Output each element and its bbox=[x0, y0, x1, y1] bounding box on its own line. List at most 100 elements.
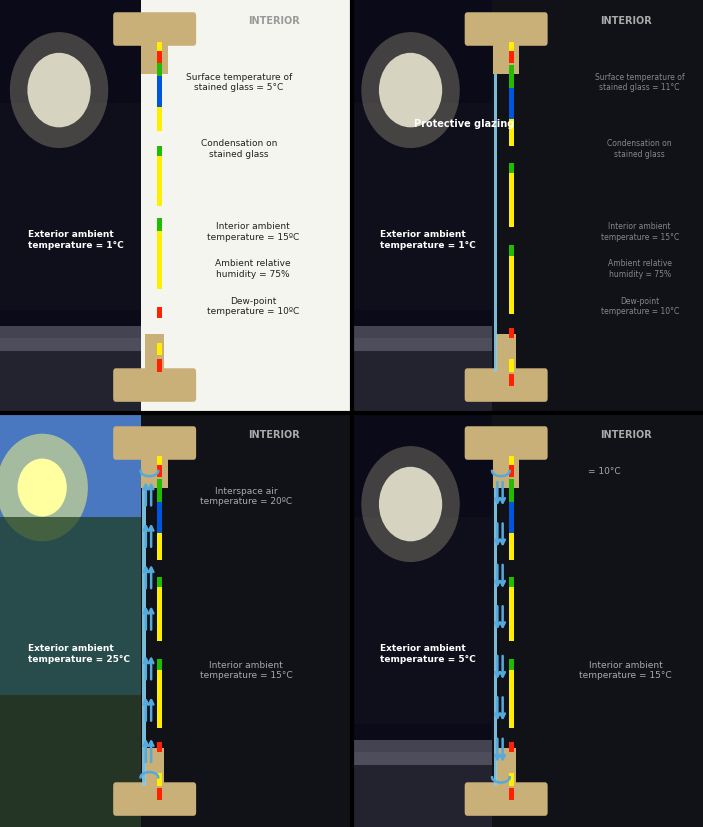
Bar bbox=[352, 339, 520, 414]
Bar bbox=[352, 740, 520, 765]
Bar bbox=[157, 77, 162, 108]
Bar bbox=[509, 174, 513, 227]
FancyBboxPatch shape bbox=[113, 369, 196, 403]
Text: Surface temperature of
stained glass = 11°C: Surface temperature of stained glass = 1… bbox=[595, 73, 685, 93]
Bar bbox=[496, 335, 516, 372]
Text: Ambient relative
humidity = 75%: Ambient relative humidity = 75% bbox=[607, 259, 672, 279]
Text: Interior ambient
temperature = 15°C: Interior ambient temperature = 15°C bbox=[600, 222, 679, 241]
Bar bbox=[509, 787, 513, 801]
Bar bbox=[494, 488, 498, 786]
Bar bbox=[494, 74, 498, 372]
FancyBboxPatch shape bbox=[465, 369, 548, 403]
Bar bbox=[496, 748, 516, 786]
FancyBboxPatch shape bbox=[465, 13, 548, 47]
Bar bbox=[493, 455, 520, 488]
FancyBboxPatch shape bbox=[465, 782, 548, 815]
Bar bbox=[492, 414, 703, 827]
Bar bbox=[145, 748, 165, 786]
Bar bbox=[157, 108, 162, 132]
Bar bbox=[157, 465, 162, 478]
Bar bbox=[157, 232, 162, 289]
Bar bbox=[509, 164, 513, 174]
Bar bbox=[509, 246, 513, 256]
Bar bbox=[352, 0, 520, 414]
Bar bbox=[509, 374, 513, 386]
Text: Interior ambient
temperature = 15ºC: Interior ambient temperature = 15ºC bbox=[207, 222, 299, 241]
Bar bbox=[509, 587, 513, 641]
Bar bbox=[157, 577, 162, 587]
Circle shape bbox=[10, 33, 108, 149]
Text: INTERIOR: INTERIOR bbox=[600, 16, 652, 26]
Bar bbox=[157, 360, 162, 372]
Bar bbox=[0, 517, 169, 703]
Bar bbox=[157, 157, 162, 207]
Bar bbox=[352, 327, 520, 351]
Bar bbox=[157, 219, 162, 232]
Text: Condensation on
stained glass: Condensation on stained glass bbox=[607, 139, 672, 159]
Bar bbox=[0, 339, 169, 414]
Bar bbox=[493, 41, 520, 74]
Bar bbox=[0, 414, 169, 827]
Bar bbox=[157, 660, 162, 670]
Bar bbox=[509, 120, 513, 146]
Bar bbox=[509, 533, 513, 561]
Bar bbox=[157, 43, 162, 54]
FancyBboxPatch shape bbox=[113, 13, 196, 47]
Bar bbox=[509, 360, 513, 372]
Bar bbox=[509, 743, 513, 753]
Bar bbox=[157, 743, 162, 753]
Bar bbox=[509, 66, 513, 89]
Bar bbox=[509, 660, 513, 670]
Bar bbox=[509, 51, 513, 65]
Bar bbox=[157, 457, 162, 467]
Bar bbox=[0, 327, 169, 351]
Bar bbox=[143, 488, 146, 786]
Bar bbox=[157, 147, 162, 157]
Text: INTERIOR: INTERIOR bbox=[248, 16, 300, 26]
Bar bbox=[509, 256, 513, 314]
Bar bbox=[509, 670, 513, 728]
Bar bbox=[157, 480, 162, 502]
Text: Interior ambient
temperature = 15°C: Interior ambient temperature = 15°C bbox=[579, 660, 672, 680]
Circle shape bbox=[18, 459, 67, 517]
Bar bbox=[157, 308, 162, 318]
Bar bbox=[509, 465, 513, 478]
Bar bbox=[157, 587, 162, 641]
Circle shape bbox=[379, 467, 442, 542]
Bar bbox=[157, 787, 162, 801]
Bar bbox=[157, 503, 162, 533]
Bar bbox=[157, 343, 162, 356]
Bar bbox=[145, 335, 165, 372]
Bar bbox=[141, 414, 352, 827]
Circle shape bbox=[27, 54, 91, 128]
Bar bbox=[157, 65, 162, 77]
Text: = 10°C: = 10°C bbox=[588, 467, 621, 476]
Text: Ambient relative
humidity = 75%: Ambient relative humidity = 75% bbox=[215, 259, 291, 279]
Bar bbox=[141, 0, 352, 414]
Bar bbox=[352, 103, 520, 310]
Circle shape bbox=[0, 434, 88, 542]
Bar bbox=[157, 670, 162, 728]
Text: Condensation on
stained glass: Condensation on stained glass bbox=[201, 139, 277, 159]
Text: Dew-point
temperature = 10°C: Dew-point temperature = 10°C bbox=[600, 296, 679, 316]
Text: INTERIOR: INTERIOR bbox=[600, 429, 652, 439]
Circle shape bbox=[361, 33, 460, 149]
FancyBboxPatch shape bbox=[113, 427, 196, 460]
Bar bbox=[157, 533, 162, 561]
Bar bbox=[509, 89, 513, 120]
Text: Exterior ambient
temperature = 1°C: Exterior ambient temperature = 1°C bbox=[28, 230, 124, 250]
Text: Exterior ambient
temperature = 25°C: Exterior ambient temperature = 25°C bbox=[28, 643, 130, 663]
Bar bbox=[509, 577, 513, 587]
Bar bbox=[0, 0, 169, 414]
Bar bbox=[0, 103, 169, 310]
Bar bbox=[509, 328, 513, 339]
Text: Surface temperature of
stained glass = 5°C: Surface temperature of stained glass = 5… bbox=[186, 73, 292, 93]
Text: INTERIOR: INTERIOR bbox=[248, 429, 300, 439]
Bar bbox=[509, 503, 513, 533]
Bar bbox=[157, 773, 162, 786]
Bar bbox=[509, 773, 513, 786]
Bar bbox=[509, 43, 513, 54]
FancyBboxPatch shape bbox=[465, 427, 548, 460]
Text: Protective glazing: Protective glazing bbox=[414, 119, 514, 129]
Bar bbox=[141, 41, 168, 74]
